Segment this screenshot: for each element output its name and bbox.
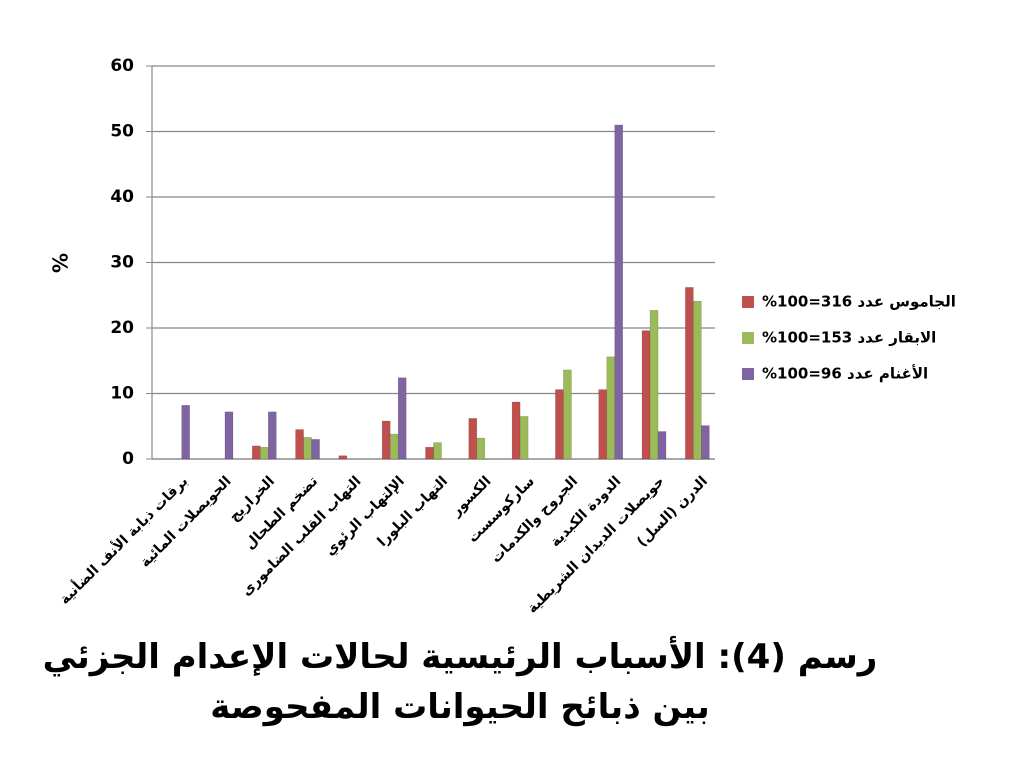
bar (693, 300, 702, 460)
legend-label: الجاموس عدد 316=100% (762, 293, 956, 311)
bar (519, 416, 529, 460)
bar (389, 433, 399, 460)
y-axis-label: % (49, 253, 73, 273)
bar (181, 405, 190, 460)
bar (433, 442, 442, 460)
bar (397, 377, 407, 460)
bar (555, 389, 564, 460)
y-tick-label: 0 (122, 449, 134, 469)
bar (641, 330, 651, 460)
bar (614, 124, 623, 460)
bar (295, 429, 304, 460)
y-tick-label: 50 (110, 122, 134, 142)
y-tick-label: 40 (110, 187, 134, 207)
bar (425, 446, 434, 460)
legend-swatch (742, 368, 754, 380)
y-tick-label: 20 (110, 318, 134, 338)
bar (268, 411, 277, 460)
bar (338, 455, 348, 460)
y-tick-label: 60 (110, 56, 134, 76)
bar (224, 411, 234, 460)
chart-title: رسم (4): الأسباب الرئيسية لحالات الإعدام… (42, 637, 878, 727)
bar (468, 418, 478, 460)
bar (598, 389, 607, 460)
legend-label: الابقار عدد 153=100% (762, 329, 936, 347)
bar (252, 445, 261, 460)
bar (311, 439, 320, 460)
bar (657, 431, 667, 460)
bar (685, 287, 694, 460)
bar (260, 446, 269, 460)
bar (701, 425, 710, 460)
bar (303, 437, 312, 460)
bar (563, 369, 572, 460)
bar (511, 401, 521, 460)
legend-swatch (742, 332, 754, 344)
y-tick-label: 10 (110, 384, 134, 404)
legend-swatch (742, 296, 754, 308)
bar (606, 356, 615, 460)
y-tick-label: 30 (110, 253, 134, 273)
legend-label: الأغنام عدد 96=100% (762, 365, 928, 383)
bar (476, 437, 486, 460)
bar (649, 310, 659, 460)
bar (381, 420, 391, 460)
